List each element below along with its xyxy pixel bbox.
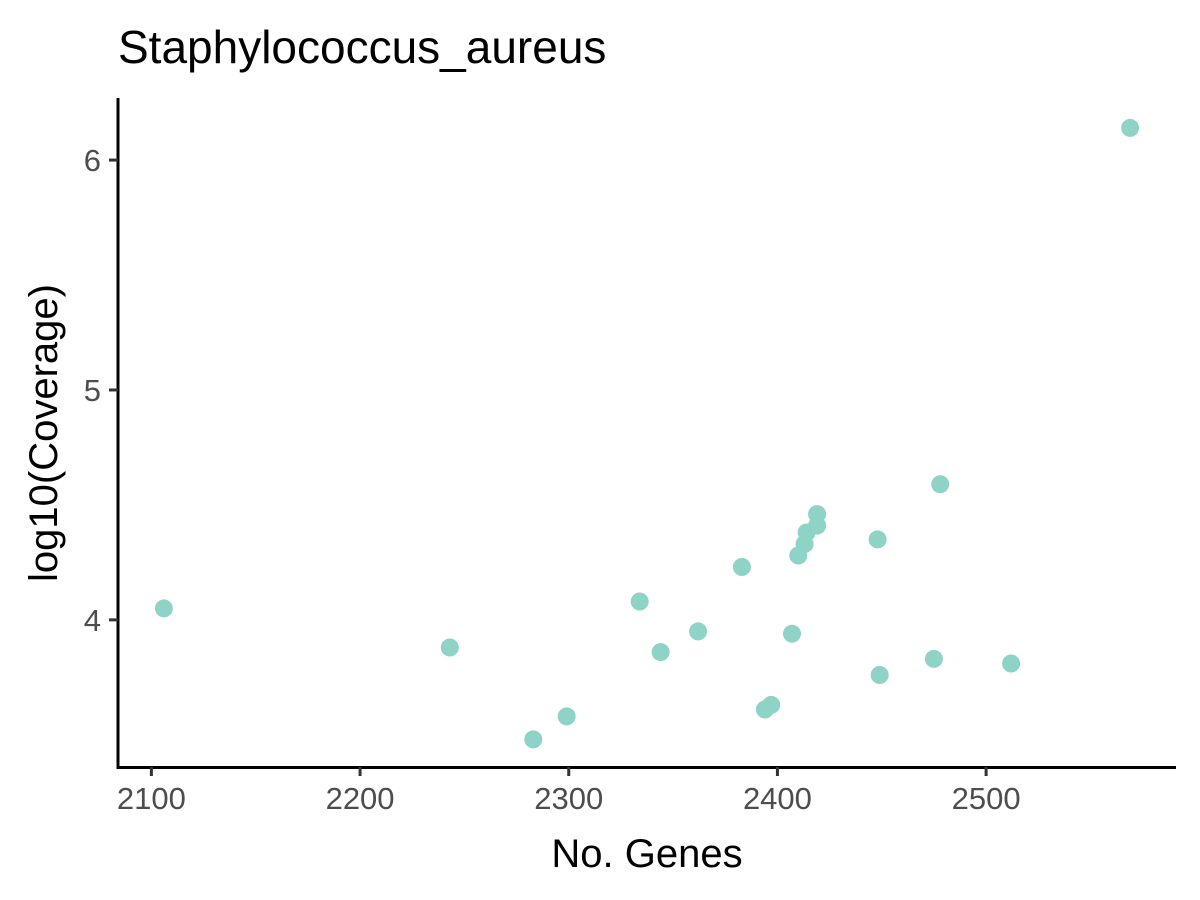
x-axis-ticks: 2100 2200 2300 2400 2500 bbox=[117, 767, 1021, 816]
data-point bbox=[732, 558, 751, 576]
x-tick-label: 2300 bbox=[534, 781, 603, 816]
data-point bbox=[1121, 118, 1140, 137]
x-axis-title: No. Genes bbox=[551, 832, 742, 876]
data-point bbox=[1002, 654, 1021, 673]
y-axis-ticks: 4 5 6 bbox=[84, 143, 118, 638]
data-point bbox=[440, 638, 459, 657]
data-point bbox=[868, 530, 887, 549]
data-point bbox=[808, 505, 827, 524]
data-point bbox=[870, 666, 889, 684]
chart-title: Staphylococcus_aureus bbox=[118, 21, 606, 73]
data-point bbox=[762, 695, 781, 714]
plot-area bbox=[154, 118, 1140, 749]
y-axis-title: log10(Coverage) bbox=[22, 284, 66, 582]
y-tick-label: 6 bbox=[84, 143, 101, 178]
data-point bbox=[689, 622, 708, 641]
x-tick-label: 2400 bbox=[743, 781, 812, 816]
data-point bbox=[154, 599, 173, 618]
data-point bbox=[924, 649, 943, 668]
data-point bbox=[557, 707, 576, 726]
y-tick-label: 4 bbox=[84, 603, 101, 638]
data-point bbox=[630, 592, 649, 611]
x-tick-label: 2500 bbox=[952, 781, 1021, 816]
data-point bbox=[783, 624, 801, 643]
x-tick-label: 2200 bbox=[326, 781, 395, 816]
y-tick-label: 5 bbox=[84, 373, 101, 408]
data-point bbox=[651, 643, 670, 662]
data-point bbox=[931, 475, 950, 494]
data-point bbox=[524, 730, 543, 749]
x-tick-label: 2100 bbox=[117, 781, 186, 816]
